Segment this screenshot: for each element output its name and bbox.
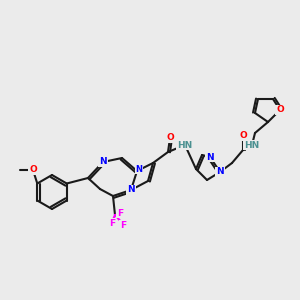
Text: O: O [276, 106, 284, 115]
Text: N: N [206, 152, 214, 161]
Text: F: F [109, 218, 115, 227]
Text: HN: HN [177, 140, 193, 149]
Text: N: N [216, 167, 224, 176]
Text: F: F [117, 208, 123, 217]
Text: O: O [239, 131, 247, 140]
Text: N: N [99, 158, 107, 166]
Text: N: N [127, 185, 135, 194]
Text: O: O [29, 166, 37, 175]
Text: F: F [120, 220, 126, 230]
Text: N: N [136, 164, 142, 173]
Text: O: O [166, 134, 174, 142]
Text: HN: HN [244, 140, 260, 149]
Text: O: O [29, 166, 37, 175]
